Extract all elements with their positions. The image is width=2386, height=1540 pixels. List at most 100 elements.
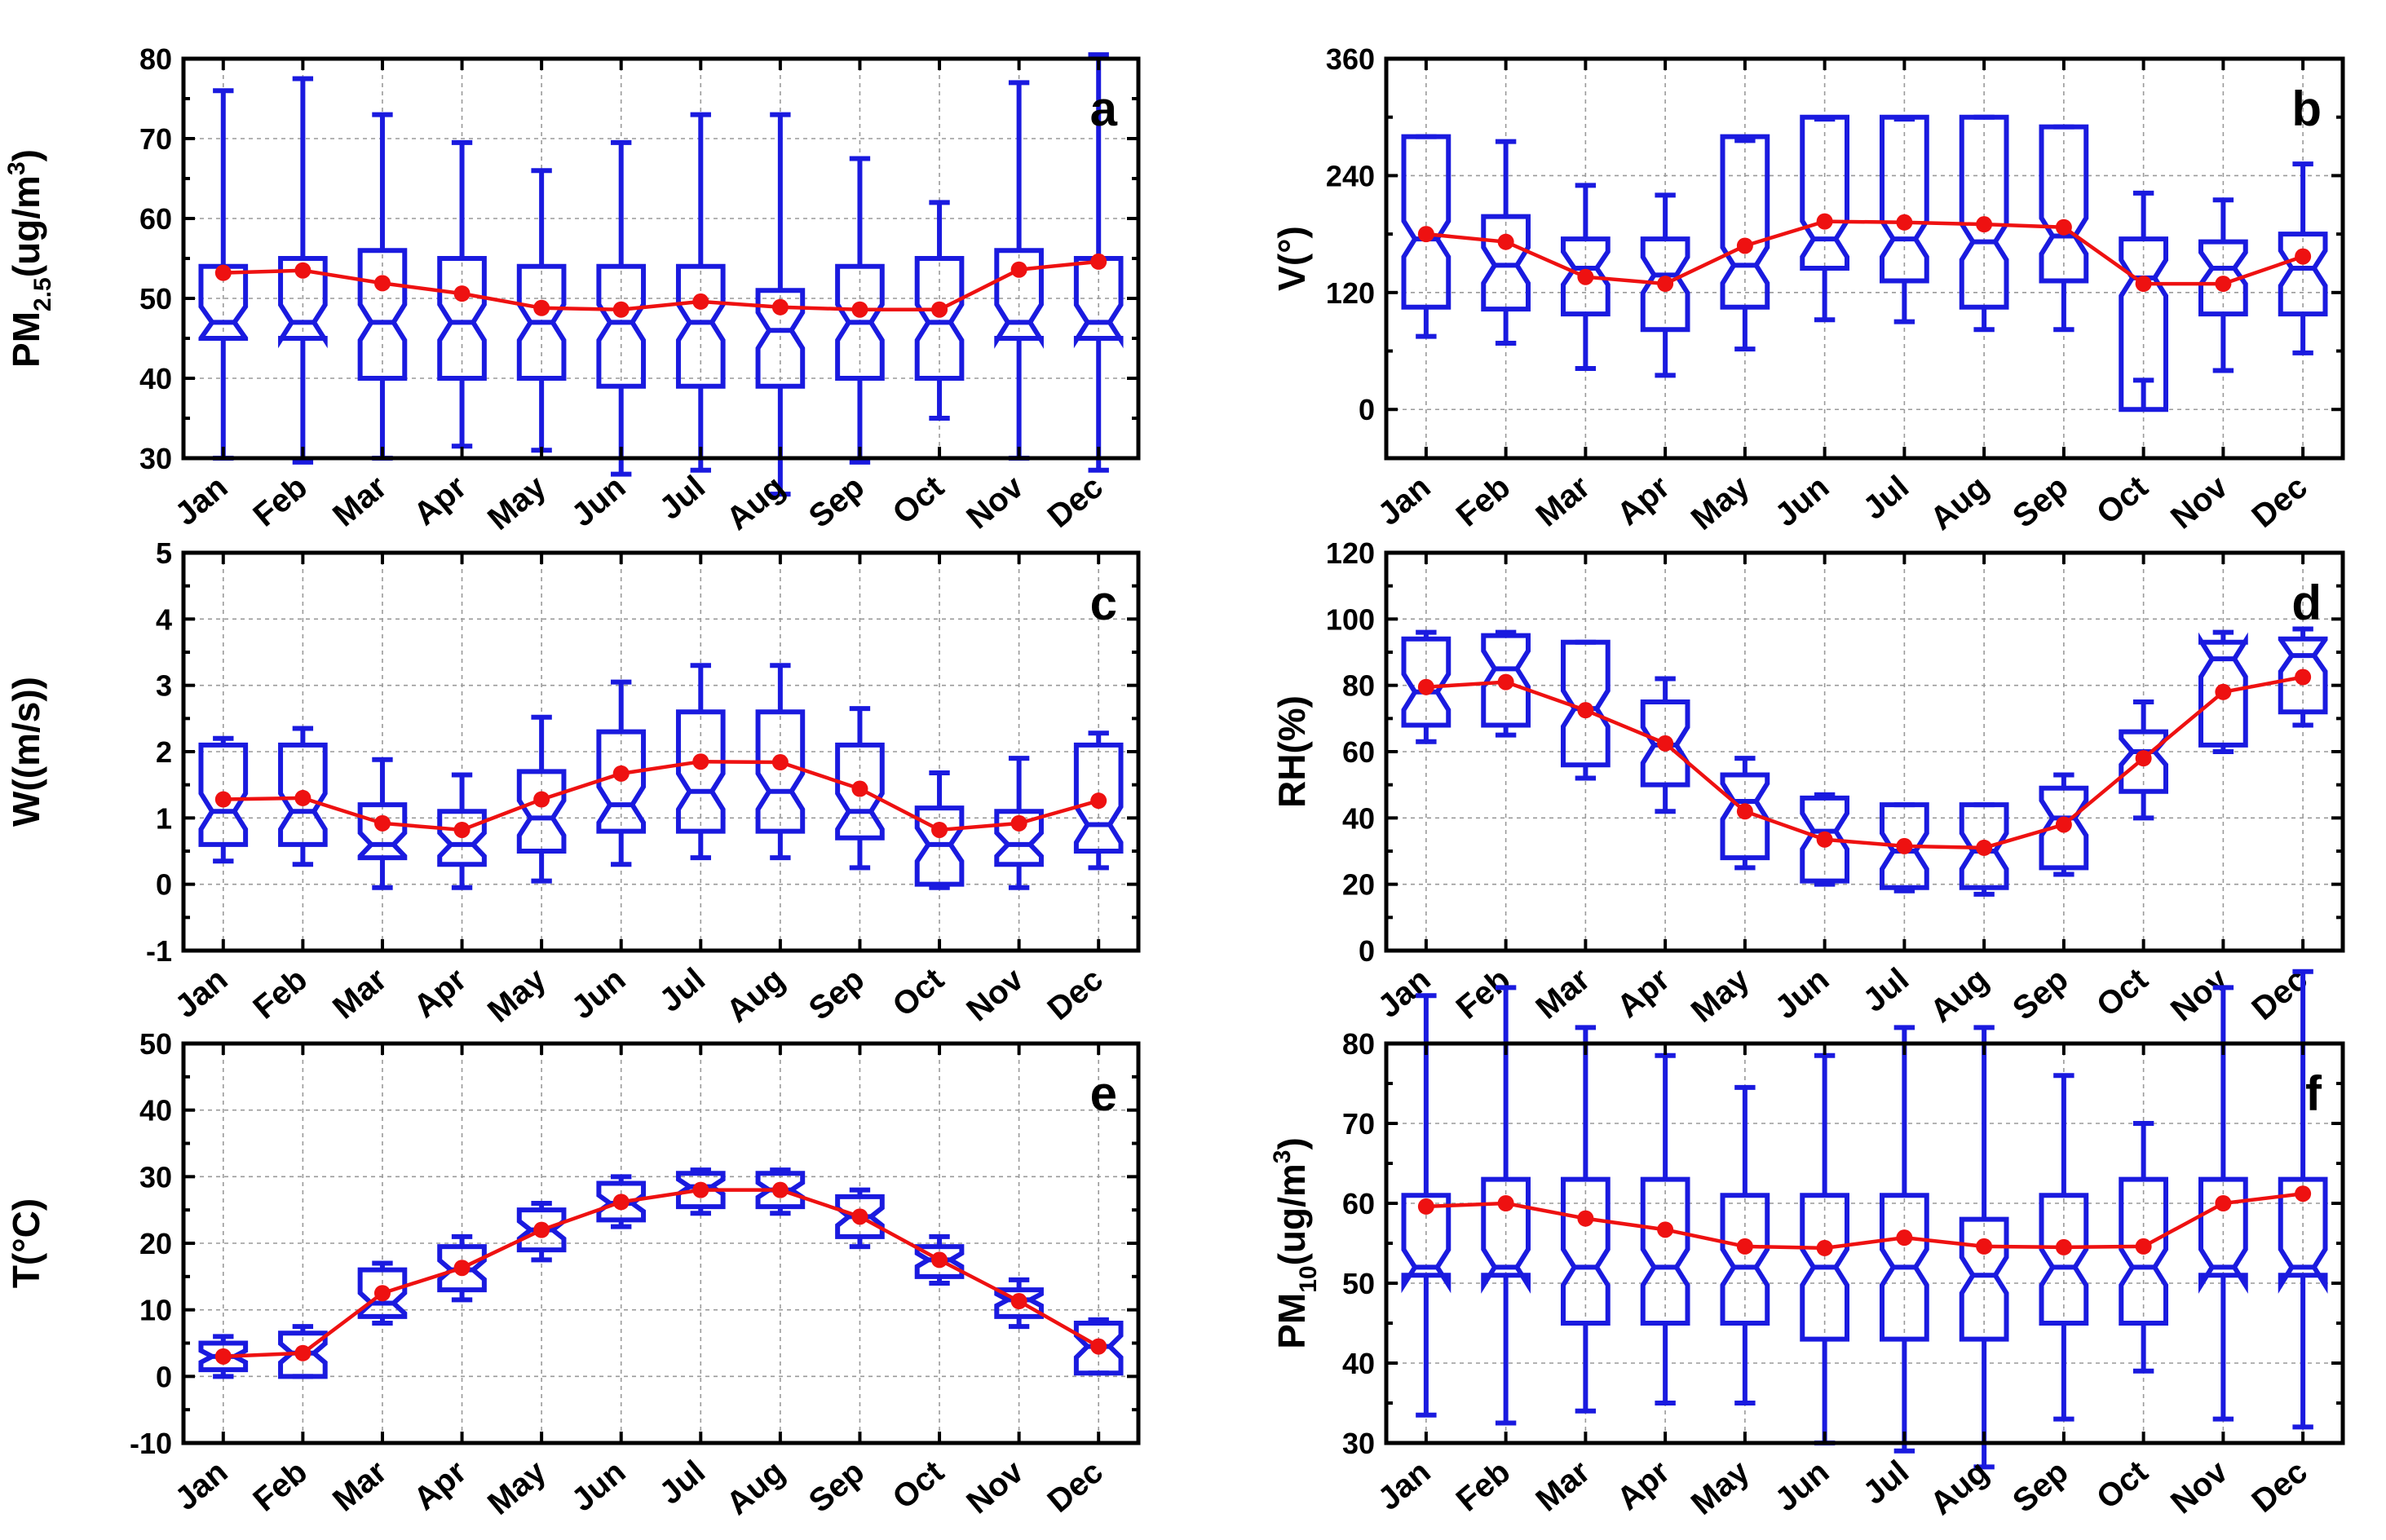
mean-point <box>2135 276 2152 293</box>
mean-point <box>2055 1238 2072 1255</box>
tick-label-y: -1 <box>146 934 172 968</box>
gridlines <box>1386 553 2343 951</box>
month-label: Apr <box>1611 469 1677 532</box>
mean-line <box>223 759 1099 832</box>
box-body <box>835 1194 885 1239</box>
month-label: Mar <box>326 961 394 1026</box>
box-body <box>835 742 885 841</box>
box-body <box>278 1330 328 1379</box>
box-nov <box>2198 197 2248 373</box>
month-label: Jul <box>653 961 713 1019</box>
month-label: Aug <box>1924 961 1995 1030</box>
month-label: Apr <box>1611 961 1677 1025</box>
y-axis-label: W((m/s)) <box>5 677 47 827</box>
month-label: May <box>1685 469 1756 537</box>
month-label: Nov <box>960 469 1031 536</box>
box-jun <box>1800 1052 1849 1445</box>
mean-point <box>1497 1195 1514 1211</box>
mean-point <box>2215 1195 2232 1211</box>
month-label: Apr <box>407 961 473 1025</box>
tick-label-y: 360 <box>1326 42 1375 76</box>
month-label: May <box>481 1454 553 1522</box>
y-axis-label-part: 3 <box>1269 1150 1296 1164</box>
box-body <box>755 709 806 834</box>
mean-point <box>612 765 630 782</box>
box-body <box>2039 124 2089 284</box>
box-oct <box>2119 699 2168 821</box>
mean-point <box>533 1221 550 1238</box>
tick-label-y: 1 <box>156 801 172 835</box>
tick-label-y: 80 <box>1342 1027 1375 1061</box>
y-axis-label: T(°C) <box>5 1198 47 1288</box>
box-body <box>994 1287 1044 1319</box>
box-body <box>994 248 1044 349</box>
month-label: Jul <box>1857 1454 1916 1511</box>
mean-point <box>294 1344 312 1361</box>
mean-point <box>1816 1239 1833 1256</box>
y-axis-label-part: PM <box>1270 1293 1313 1349</box>
mean-point <box>1577 702 1594 719</box>
y-axis-label-part: 2.5 <box>29 277 56 311</box>
month-label: Nov <box>2164 469 2235 536</box>
month-label: Oct <box>886 961 950 1024</box>
mean-point <box>692 753 709 770</box>
box-apr <box>1640 1052 1690 1405</box>
box-feb <box>278 726 328 867</box>
box-body <box>198 1340 249 1373</box>
month-label: Mar <box>1529 1454 1597 1518</box>
box-body <box>1640 236 1690 333</box>
mean-point <box>1577 1210 1594 1227</box>
month-label: Aug <box>720 1454 792 1522</box>
mean-point <box>1090 1338 1107 1355</box>
tick-label-y: 5 <box>156 536 172 570</box>
y-axis-label-part: 3 <box>3 161 30 175</box>
panel-letter: b <box>2291 82 2322 136</box>
y-axis-label-part: 10 <box>1295 1265 1322 1292</box>
mean-point <box>1657 1221 1674 1238</box>
y-axis-label: PM2.5(ug/m3) <box>3 149 56 368</box>
month-label: Sep <box>2006 1454 2074 1520</box>
mean-point <box>1577 268 1594 285</box>
tick-label-y: 60 <box>1342 735 1375 769</box>
box-apr <box>437 772 487 890</box>
gridlines <box>183 553 1138 951</box>
mean-point <box>2295 669 2312 686</box>
mean-line <box>1425 675 2304 850</box>
mean-point <box>1736 803 1753 820</box>
box-body <box>2198 239 2248 317</box>
box-body <box>2278 1176 2328 1294</box>
tick-label-y: 70 <box>1342 1107 1375 1141</box>
mean-point <box>612 1194 630 1211</box>
month-label: Oct <box>2090 1454 2154 1516</box>
mean-point <box>2135 1238 2152 1255</box>
month-label: Apr <box>407 1454 473 1517</box>
month-label: Jan <box>1372 469 1438 532</box>
month-label: Oct <box>886 1454 950 1516</box>
month-label: May <box>481 469 553 537</box>
box-sep <box>2039 772 2089 877</box>
box-nov <box>2198 985 2248 1422</box>
tick-label-y: 120 <box>1326 276 1375 310</box>
box-oct <box>914 200 965 421</box>
box-sep <box>835 706 885 871</box>
box-body <box>596 263 647 389</box>
box-body <box>1561 1176 1611 1326</box>
mean-line <box>1425 1192 2304 1251</box>
month-label: Nov <box>960 961 1031 1029</box>
box-jan <box>198 1334 249 1379</box>
mean-point <box>533 791 550 808</box>
mean-point <box>1896 837 1913 854</box>
mean-point <box>692 1181 709 1198</box>
tick-label-y: 3 <box>156 669 172 703</box>
panel-letter: f <box>2305 1066 2322 1121</box>
y-axis-label: V(°) <box>1270 226 1313 291</box>
box-jul <box>1880 114 1929 324</box>
mean-point <box>214 1348 232 1365</box>
panel-letter: a <box>1090 82 1118 136</box>
mean-point <box>453 1260 471 1277</box>
month-label: Jan <box>1372 1454 1438 1517</box>
box-jul <box>675 112 726 473</box>
y-axis-label-part: T(°C) <box>5 1198 47 1288</box>
mean-point <box>2055 218 2072 236</box>
